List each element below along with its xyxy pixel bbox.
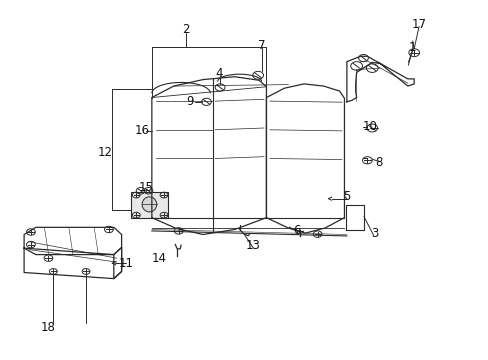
Text: 18: 18 (41, 321, 56, 334)
Text: 3: 3 (371, 227, 378, 240)
Text: 10: 10 (362, 121, 377, 134)
Text: 2: 2 (182, 23, 189, 36)
Text: 11: 11 (119, 257, 134, 270)
Text: 12: 12 (98, 145, 113, 158)
Text: 7: 7 (257, 39, 265, 52)
Text: 9: 9 (186, 95, 193, 108)
Bar (131, 192, 167, 218)
Text: 5: 5 (343, 190, 350, 203)
Text: 16: 16 (134, 124, 149, 137)
Text: 6: 6 (293, 224, 300, 237)
Text: 15: 15 (138, 181, 153, 194)
Text: 14: 14 (151, 252, 166, 265)
Text: 8: 8 (374, 156, 382, 169)
Text: 13: 13 (245, 239, 260, 252)
Text: 4: 4 (215, 67, 223, 80)
Text: 1: 1 (408, 41, 416, 54)
Text: 17: 17 (411, 18, 426, 31)
Ellipse shape (142, 197, 157, 212)
